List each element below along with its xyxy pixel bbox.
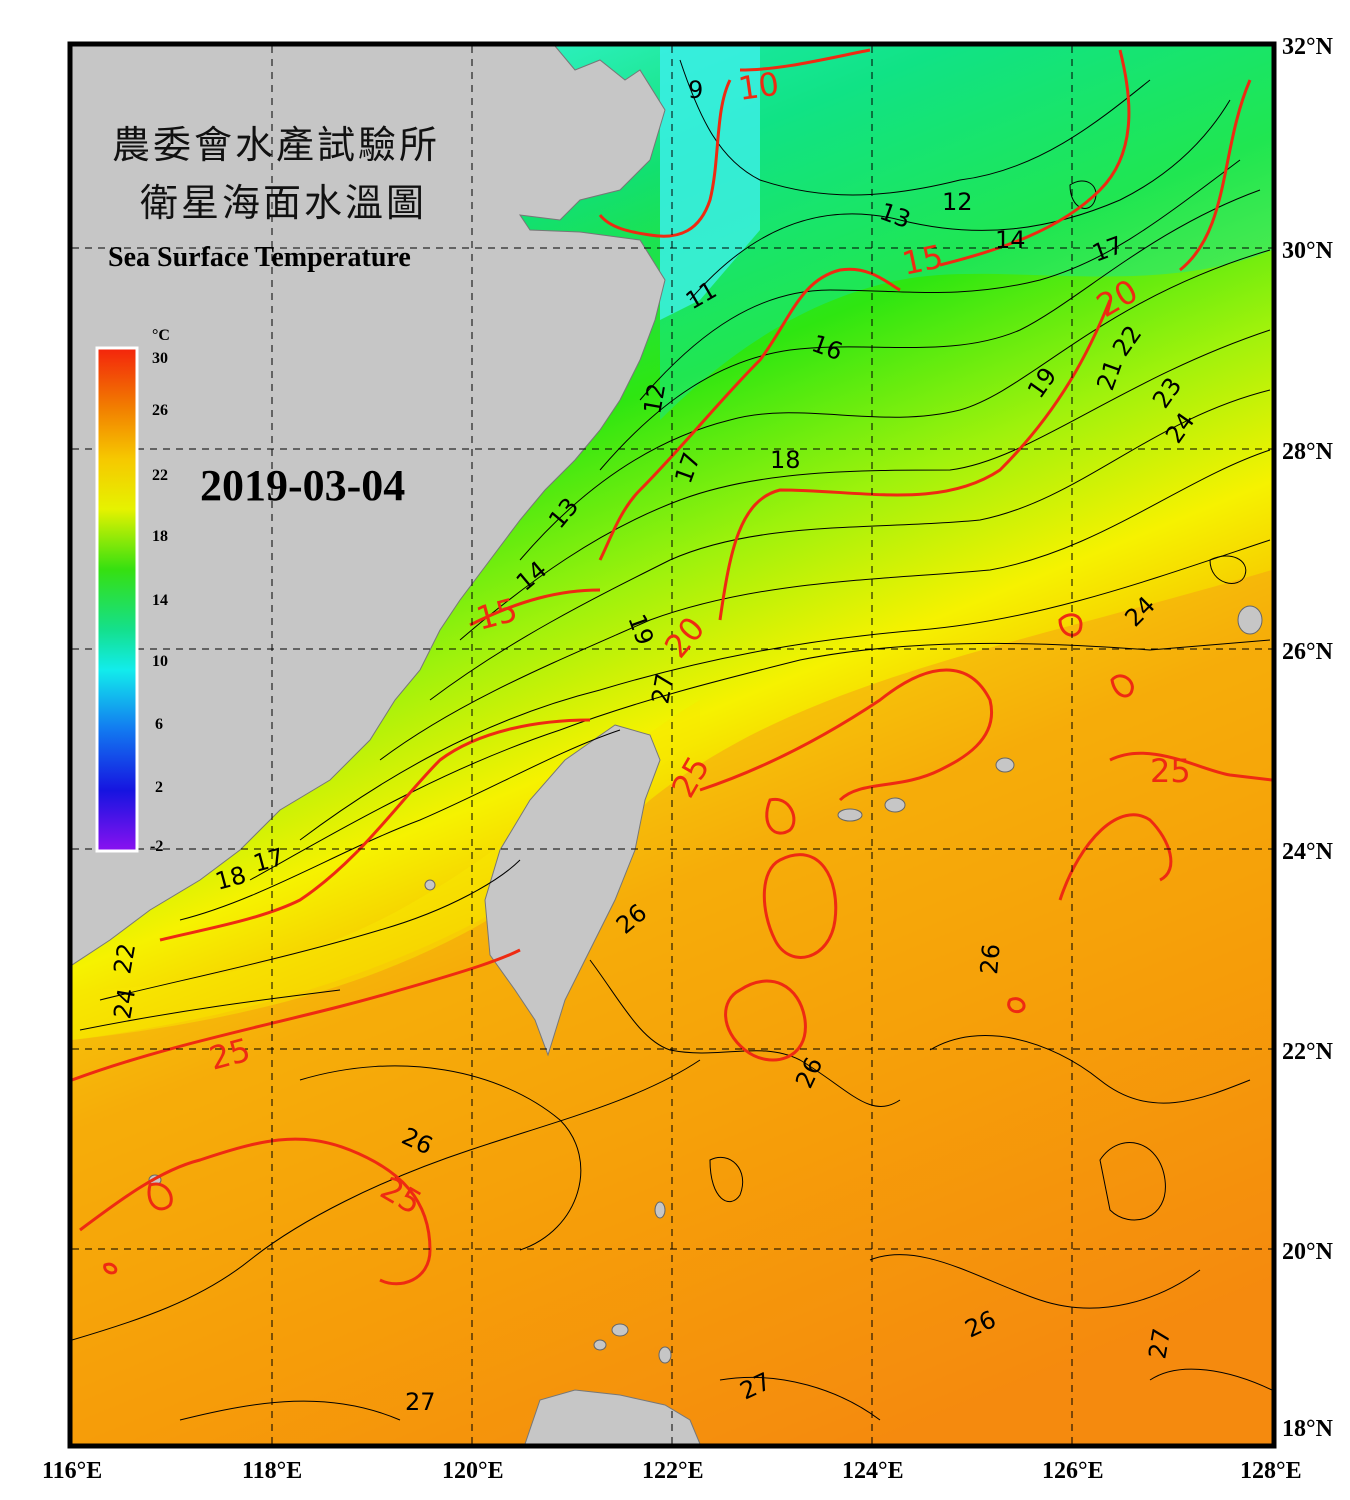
x-tick-label: 126°E (1042, 1458, 1104, 1484)
cold-coastal (660, 46, 760, 320)
contour-label: 27 (405, 1388, 436, 1416)
y-tick-label: 28°N (1282, 439, 1334, 465)
contour-label-major: 15 (899, 237, 947, 283)
colorbar-unit: °C (152, 327, 170, 344)
colorbar: °C 30 26 22 18 14 10 6 2 -2 (95, 327, 170, 855)
title-english: Sea Surface Temperature (108, 242, 411, 273)
y-tick-label: 26°N (1282, 639, 1334, 665)
colorbar-tick: 22 (152, 467, 168, 484)
contour-label: 22 (108, 941, 141, 976)
x-tick-label: 116°E (42, 1458, 102, 1484)
x-tick-label: 128°E (1240, 1458, 1302, 1484)
y-axis: 32°N 30°N 28°N 26°N 24°N 22°N 20°N 18°N (1282, 34, 1334, 1442)
colorbar-tick: 2 (155, 779, 163, 796)
colorbar-tick: 10 (152, 653, 168, 670)
colorbar-tick: 6 (155, 716, 163, 733)
yellow-band (72, 700, 700, 1040)
x-tick-label: 124°E (842, 1458, 904, 1484)
colorbar-tick: 30 (152, 350, 168, 367)
warm-zone (72, 570, 1272, 1444)
colorbar-tick: 26 (152, 402, 168, 419)
mainland-land (72, 46, 666, 966)
y-tick-label: 18°N (1282, 1416, 1334, 1442)
x-tick-label: 122°E (642, 1458, 704, 1484)
contour-label-major: 25 (1150, 752, 1191, 790)
contour-label-major: 10 (736, 65, 782, 108)
contour-label: 24 (108, 986, 141, 1021)
contours-major (72, 48, 1272, 1286)
contour-label: 12 (638, 381, 671, 416)
title-line1: 農委會水產試驗所 (112, 123, 440, 167)
contour-label: 27 (1143, 1326, 1176, 1361)
cool-band-north (660, 46, 1272, 420)
taiwan-land (484, 724, 661, 1057)
colorbar-gradient (95, 346, 139, 853)
graticule (72, 46, 1272, 1444)
contour-label: 26 (975, 943, 1006, 976)
x-tick-label: 118°E (242, 1458, 302, 1484)
colorbar-tick: 18 (152, 528, 168, 545)
contour-label: 18 (770, 446, 801, 474)
contour-label: 9 (688, 76, 703, 104)
x-tick-label: 120°E (442, 1458, 504, 1484)
y-tick-label: 20°N (1282, 1239, 1334, 1265)
x-axis: 116°E 118°E 120°E 122°E 124°E 126°E 128°… (42, 1458, 1302, 1484)
y-tick-label: 22°N (1282, 1039, 1334, 1065)
title-line2: 衛星海面水溫圖 (140, 181, 427, 225)
y-tick-label: 24°N (1282, 839, 1334, 865)
contour-label: 12 (942, 188, 973, 216)
y-tick-label: 32°N (1282, 34, 1334, 60)
contour-label: 14 (995, 226, 1026, 254)
y-tick-label: 30°N (1282, 238, 1334, 264)
colorbar-tick: 14 (152, 592, 168, 609)
contour-label: 27 (646, 671, 679, 706)
luzon-land (524, 1389, 701, 1444)
date-label: 2019-03-04 (200, 461, 405, 510)
colorbar-tick: -2 (150, 838, 163, 855)
map-frame (67, 41, 1277, 1449)
